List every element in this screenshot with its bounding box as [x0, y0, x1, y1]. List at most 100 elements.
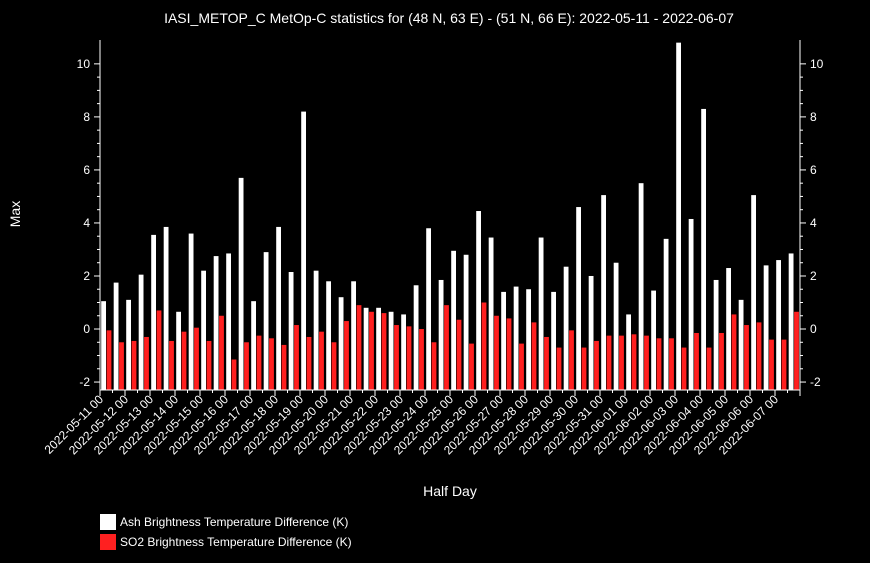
so2-bar — [244, 342, 249, 390]
so2-bar — [331, 342, 337, 390]
so2-bar — [619, 335, 624, 390]
ash-bar — [713, 279, 719, 390]
ash-bar — [388, 311, 394, 390]
y-tick-label-left: 6 — [83, 163, 90, 177]
ash-bar — [476, 211, 481, 390]
ash-bar — [451, 250, 456, 390]
ash-bar — [588, 275, 594, 390]
so2-bar — [756, 322, 762, 390]
so2-bar — [481, 302, 487, 390]
y-tick-label-left: 2 — [83, 269, 90, 283]
so2-bar — [531, 322, 537, 390]
ash-bar — [213, 256, 219, 390]
so2-bar — [519, 343, 524, 390]
so2-bar — [669, 338, 674, 390]
so2-bar — [181, 331, 187, 390]
ash-bar — [363, 307, 369, 390]
y-tick-label-left: 8 — [83, 110, 90, 124]
legend-item-so2: SO2 Brightness Temperature Difference (K… — [100, 532, 352, 552]
ash-bar — [538, 237, 544, 390]
legend-label-ash: Ash Brightness Temperature Difference (K… — [120, 515, 349, 529]
ash-bar — [288, 272, 294, 390]
ash-bar — [301, 111, 306, 390]
so2-bar — [456, 319, 462, 390]
so2-bar — [306, 336, 312, 390]
so2-bar — [794, 311, 799, 390]
y-tick-label-left: 10 — [77, 57, 91, 71]
y-tick-label-right: 6 — [810, 163, 817, 177]
so2-bar — [506, 318, 512, 390]
so2-bar — [769, 339, 774, 390]
so2-bar — [406, 326, 412, 390]
ash-bar — [788, 253, 794, 390]
ash-bar — [113, 282, 119, 390]
ash-bar — [776, 260, 781, 390]
ash-bar — [138, 274, 144, 390]
so2-bar — [781, 339, 787, 390]
so2-bar — [369, 311, 374, 390]
so2-bar — [694, 332, 699, 390]
so2-bar — [144, 336, 149, 390]
ash-bar — [763, 265, 769, 390]
ash-bar — [501, 291, 506, 390]
bars-layer — [101, 42, 799, 391]
ash-bar — [651, 290, 656, 390]
so2-bar — [219, 315, 224, 390]
ash-bar — [101, 301, 106, 390]
ash-bar — [626, 314, 631, 390]
so2-bar — [281, 344, 287, 390]
ash-bar — [613, 262, 619, 390]
ash-bar — [526, 289, 531, 390]
ash-bar — [238, 177, 244, 390]
ash-bar — [688, 218, 694, 390]
so2-bar — [744, 325, 749, 390]
so2-bar — [569, 330, 574, 390]
ash-bar — [576, 207, 581, 390]
ash-bar — [463, 254, 469, 390]
y-tick-label-left: 0 — [83, 322, 90, 336]
ash-bar — [488, 237, 494, 390]
so2-bar — [644, 335, 649, 390]
so2-bar — [344, 321, 349, 390]
so2-bar — [294, 325, 299, 390]
ash-bar — [513, 286, 519, 390]
ash-bar — [413, 285, 419, 390]
x-axis-label: Half Day — [423, 483, 477, 499]
ash-bar — [738, 299, 744, 390]
ash-bar — [663, 238, 669, 390]
so2-bar — [194, 327, 199, 390]
so2-bar — [419, 329, 424, 390]
ash-bar — [351, 281, 356, 390]
so2-bar — [706, 347, 712, 390]
ash-bar — [251, 301, 256, 390]
so2-bar — [544, 336, 549, 390]
ash-bar — [276, 226, 281, 390]
so2-bar — [581, 347, 587, 390]
so2-bar — [119, 342, 124, 390]
ash-bar — [263, 252, 269, 390]
legend-label-so2: SO2 Brightness Temperature Difference (K… — [120, 535, 352, 549]
ash-bar — [563, 266, 569, 390]
ash-bar — [226, 253, 231, 390]
so2-bar — [731, 314, 737, 390]
y-tick-label-left: -2 — [79, 375, 90, 389]
legend-swatch-so2 — [100, 534, 116, 550]
ash-bar — [201, 270, 206, 390]
so2-bar — [681, 347, 687, 390]
chart-title: IASI_METOP_C MetOp-C statistics for (48 … — [164, 10, 734, 26]
so2-bar — [606, 335, 612, 390]
so2-bar — [494, 315, 499, 390]
ash-bar — [751, 195, 756, 390]
so2-bar — [431, 342, 437, 390]
y-tick-label-right: 4 — [810, 216, 817, 230]
so2-bar — [356, 305, 362, 390]
y-tick-label-left: 4 — [83, 216, 90, 230]
so2-bar — [594, 340, 599, 390]
ash-bar — [676, 42, 681, 391]
y-axis-label: Max — [7, 201, 23, 227]
so2-bar — [631, 334, 637, 390]
so2-bar — [206, 340, 212, 390]
ash-bar — [726, 268, 731, 390]
so2-bar — [444, 305, 449, 390]
